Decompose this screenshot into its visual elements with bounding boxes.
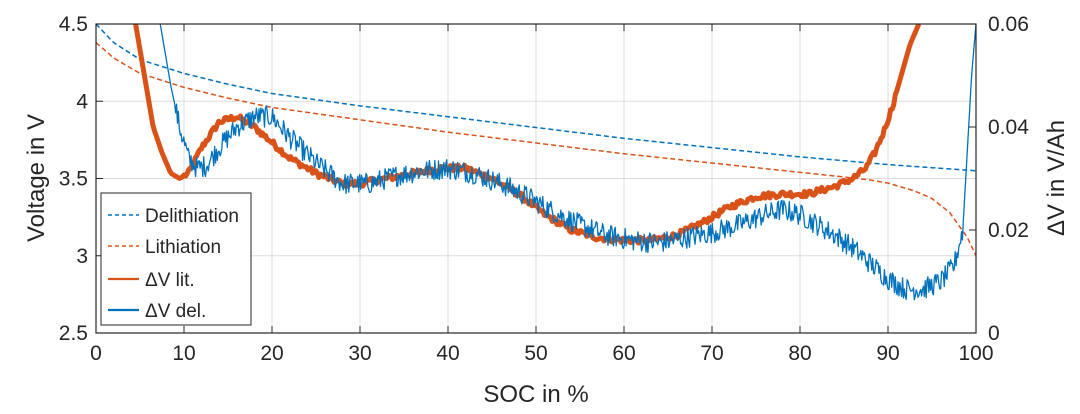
y-right-tick-label: 0.06 bbox=[988, 13, 1029, 36]
ticks: 0 10 20 30 40 50 60 70 80 90 100 2.5 3 3.5 4 4.5 0 0.02 0.… bbox=[59, 13, 1029, 365]
legend-label-dv-lit: ΔV lit. bbox=[145, 270, 195, 291]
series-line-delithiation bbox=[96, 24, 976, 172]
x-tick-label: 40 bbox=[436, 342, 459, 365]
y-right-tick-label: 0.04 bbox=[988, 116, 1029, 139]
grid bbox=[96, 24, 976, 333]
y-axis-left-label: Voltage in V bbox=[23, 114, 50, 242]
series-line-lithiation bbox=[96, 41, 976, 257]
legend-label-dv-del: ΔV del. bbox=[145, 301, 206, 322]
x-tick-label: 50 bbox=[524, 342, 547, 365]
y-right-tick-label: 0 bbox=[988, 322, 1000, 345]
y-left-tick-label: 4.5 bbox=[59, 13, 88, 36]
y-right-tick-label: 0.02 bbox=[988, 219, 1029, 242]
y-left-tick-label: 2.5 bbox=[59, 322, 88, 345]
x-tick-label: 60 bbox=[612, 342, 635, 365]
y-left-tick-label: 3 bbox=[76, 245, 88, 268]
y-axis-right-label: ΔV in V/Ah bbox=[1043, 120, 1070, 236]
x-tick-label: 100 bbox=[958, 342, 993, 365]
legend-label-lithiation: Lithiation bbox=[145, 237, 221, 258]
x-tick-label: 10 bbox=[172, 342, 195, 365]
x-tick-label: 30 bbox=[348, 342, 371, 365]
x-tick-label: 70 bbox=[700, 342, 723, 365]
x-tick-label: 0 bbox=[90, 342, 102, 365]
legend-label-delithiation: Delithiation bbox=[145, 206, 239, 227]
y-left-tick-label: 4 bbox=[76, 90, 88, 113]
x-tick-label: 80 bbox=[788, 342, 811, 365]
y-left-tick-label: 3.5 bbox=[59, 168, 88, 191]
series-line-dv-del bbox=[159, 24, 976, 301]
legend: Delithiation Lithiation ΔV lit. ΔV del. bbox=[100, 192, 252, 326]
series-layer bbox=[96, 24, 976, 301]
x-tick-label: 90 bbox=[876, 342, 899, 365]
x-tick-label: 20 bbox=[260, 342, 283, 365]
x-axis-label: SOC in % bbox=[483, 381, 588, 408]
legend-box bbox=[100, 192, 252, 326]
